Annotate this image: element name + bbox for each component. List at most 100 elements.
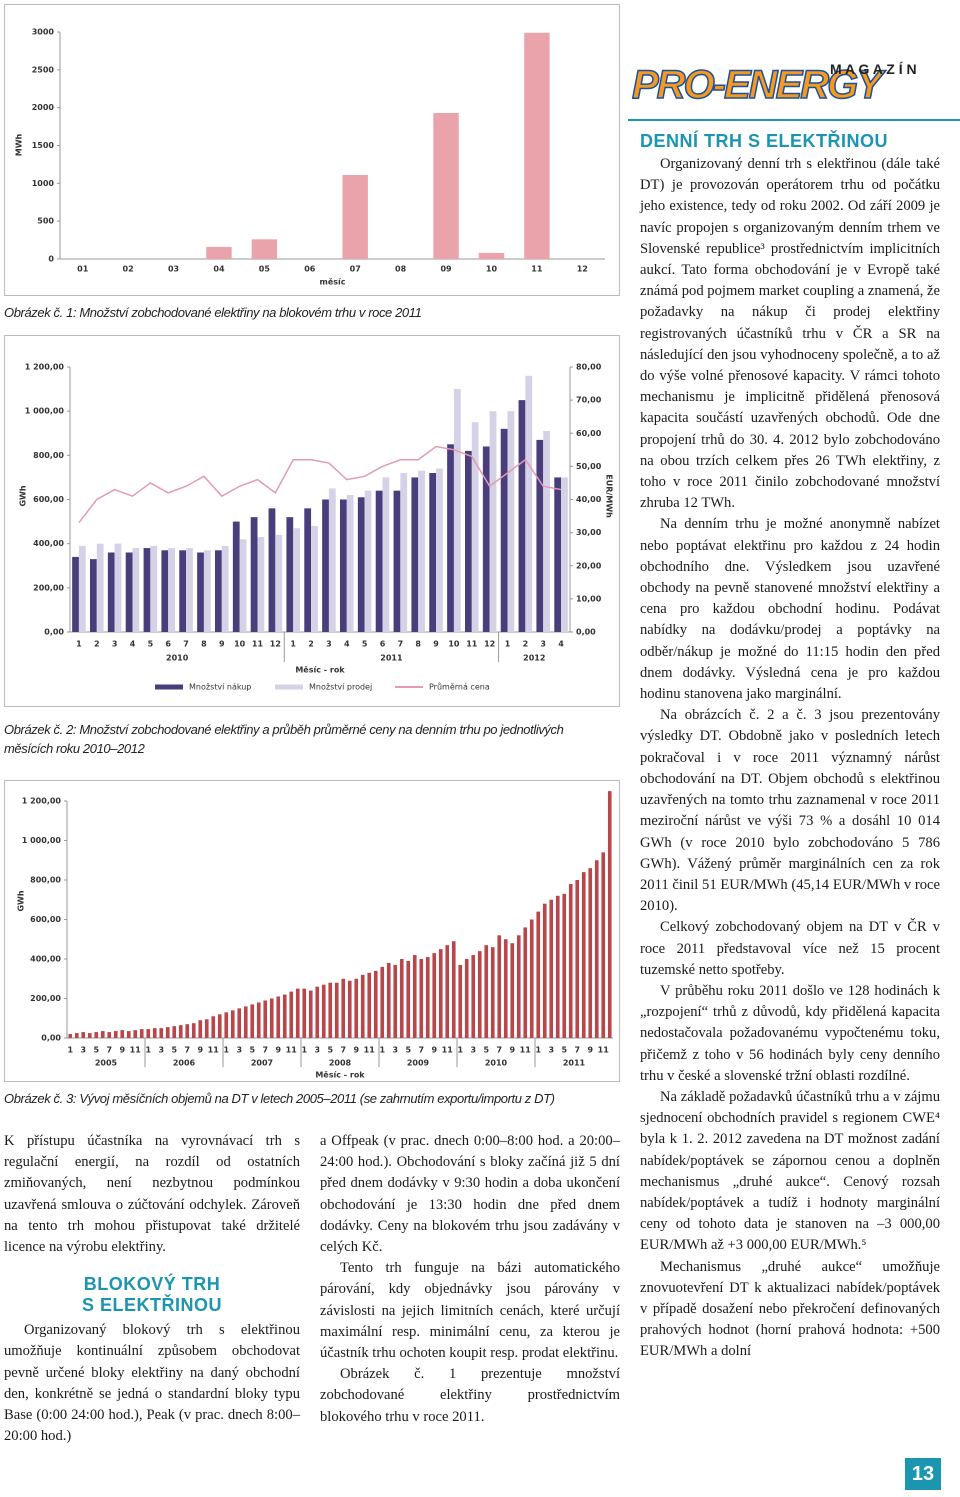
bar bbox=[445, 945, 450, 1038]
logo-bg bbox=[628, 58, 960, 122]
bar bbox=[322, 499, 329, 632]
bar bbox=[150, 545, 158, 632]
bar bbox=[375, 490, 383, 632]
bar bbox=[500, 428, 508, 632]
bar bbox=[146, 1029, 151, 1038]
bar bbox=[152, 1028, 157, 1038]
y2-tick-label: 30,00 bbox=[576, 528, 602, 537]
bar bbox=[107, 552, 115, 632]
x-axis-label: Měsíc - rok bbox=[295, 665, 345, 675]
x-tick-label: 4 bbox=[558, 640, 564, 649]
y2-axis-label: EUR/MWh bbox=[605, 474, 614, 518]
x-tick-label: 3 bbox=[80, 1046, 86, 1055]
x-tick-label: 1 bbox=[457, 1046, 463, 1055]
x-tick-label: 1 bbox=[379, 1046, 385, 1055]
bar bbox=[139, 1029, 144, 1038]
y2-tick-label: 80,00 bbox=[576, 363, 602, 372]
bar bbox=[334, 982, 339, 1038]
bar bbox=[482, 446, 490, 632]
group-label: 2011 bbox=[380, 654, 403, 663]
x-tick-label: 9 bbox=[353, 1046, 359, 1055]
bar bbox=[302, 988, 307, 1038]
x-tick-label: 7 bbox=[184, 1046, 190, 1055]
group-label: 2007 bbox=[251, 1059, 273, 1068]
bar bbox=[315, 986, 320, 1038]
page-number: 13 bbox=[905, 1458, 941, 1490]
bar bbox=[464, 959, 469, 1038]
bar bbox=[471, 422, 479, 632]
bar bbox=[286, 517, 294, 632]
paragraph: Na základě požadavků účastníků trhu a v … bbox=[640, 1088, 940, 1254]
x-tick-label: 12 bbox=[577, 265, 588, 274]
bar bbox=[478, 252, 505, 259]
paragraph: a Offpeak (v prac. dnech 0:00–8:00 hod. … bbox=[320, 1133, 620, 1256]
bar bbox=[549, 899, 554, 1038]
bar bbox=[295, 988, 300, 1038]
x-tick-label: 11 bbox=[466, 640, 478, 649]
y-tick-label: 0,00 bbox=[41, 1034, 61, 1043]
bar bbox=[243, 1006, 248, 1038]
magazine-label: M A G A Z Í N bbox=[830, 61, 917, 77]
x-tick-label: 7 bbox=[574, 1046, 580, 1055]
bar bbox=[263, 1000, 268, 1038]
x-tick-label: 1 bbox=[223, 1046, 229, 1055]
x-tick-label: 1 bbox=[301, 1046, 307, 1055]
paragraph: Celkový zobchodovaný objem na DT v ČR v … bbox=[640, 919, 940, 978]
figure-1: 0 500 1000 1500 2000 2500 3000 01 02 03 04 05 06 07 08… bbox=[4, 4, 620, 296]
bar bbox=[425, 957, 430, 1038]
bar bbox=[257, 537, 265, 632]
x-tick-label: 3 bbox=[314, 1046, 320, 1055]
y-tick-label: 400,00 bbox=[30, 955, 61, 964]
y-tick-label: 2000 bbox=[32, 103, 55, 112]
logo: PRO-ENERGY M A G A Z Í N bbox=[628, 58, 960, 122]
bar bbox=[125, 552, 133, 632]
y-tick-label: 200,00 bbox=[30, 994, 61, 1003]
y2-tick-label: 0,00 bbox=[576, 628, 596, 637]
bar bbox=[282, 994, 287, 1038]
bar bbox=[217, 1014, 222, 1038]
y-tick-label: 600,00 bbox=[30, 915, 61, 924]
x-tick-label: 9 bbox=[275, 1046, 281, 1055]
bar bbox=[321, 984, 326, 1038]
bar bbox=[507, 411, 515, 632]
y-tick-label: 1 200,00 bbox=[25, 363, 65, 372]
y-tick-label: 500 bbox=[37, 217, 54, 226]
bar bbox=[601, 852, 606, 1038]
bar bbox=[114, 543, 122, 632]
figure-3: 0,00 200,00 400,00 600,00 800,00 1 000,00 1 20… bbox=[4, 780, 620, 1082]
paragraph: V průběhu roku 2011 došlo ve 128 hodinác… bbox=[640, 982, 940, 1084]
x-tick-label: 7 bbox=[496, 1046, 502, 1055]
paragraph: Obrázek č. 1 prezentuje množství zobchod… bbox=[320, 1366, 620, 1425]
x-tick-label: 7 bbox=[183, 640, 189, 649]
bar bbox=[340, 499, 347, 632]
y2-tick-label: 40,00 bbox=[576, 495, 602, 504]
bar bbox=[251, 239, 278, 259]
bar bbox=[516, 935, 521, 1038]
y-tick-label: 1500 bbox=[32, 141, 55, 150]
x-tick-label: 3 bbox=[236, 1046, 242, 1055]
bar bbox=[211, 1016, 216, 1038]
y2-tick-label: 60,00 bbox=[576, 429, 602, 438]
x-tick-label: 02 bbox=[123, 265, 134, 274]
x-tick-label: 10 bbox=[486, 265, 498, 274]
y-tick-label: 400,00 bbox=[33, 539, 64, 548]
logo-text: PRO-ENERGY bbox=[632, 63, 886, 107]
bar bbox=[276, 996, 281, 1038]
bar bbox=[172, 1026, 177, 1038]
bar bbox=[256, 1002, 261, 1038]
x-tick-label: 6 bbox=[165, 640, 171, 649]
bar bbox=[465, 450, 472, 632]
bar bbox=[168, 548, 175, 632]
bar bbox=[311, 526, 318, 632]
x-tick-label: 9 bbox=[219, 640, 225, 649]
bar bbox=[490, 947, 495, 1038]
x-tick-label: 9 bbox=[509, 1046, 515, 1055]
x-tick-label: 11 bbox=[208, 1046, 220, 1055]
bar bbox=[94, 1032, 99, 1038]
bar bbox=[133, 1030, 138, 1038]
bar bbox=[74, 1033, 79, 1038]
bar bbox=[447, 444, 454, 632]
bar bbox=[497, 935, 502, 1038]
y-tick-label: 1000 bbox=[32, 179, 55, 188]
